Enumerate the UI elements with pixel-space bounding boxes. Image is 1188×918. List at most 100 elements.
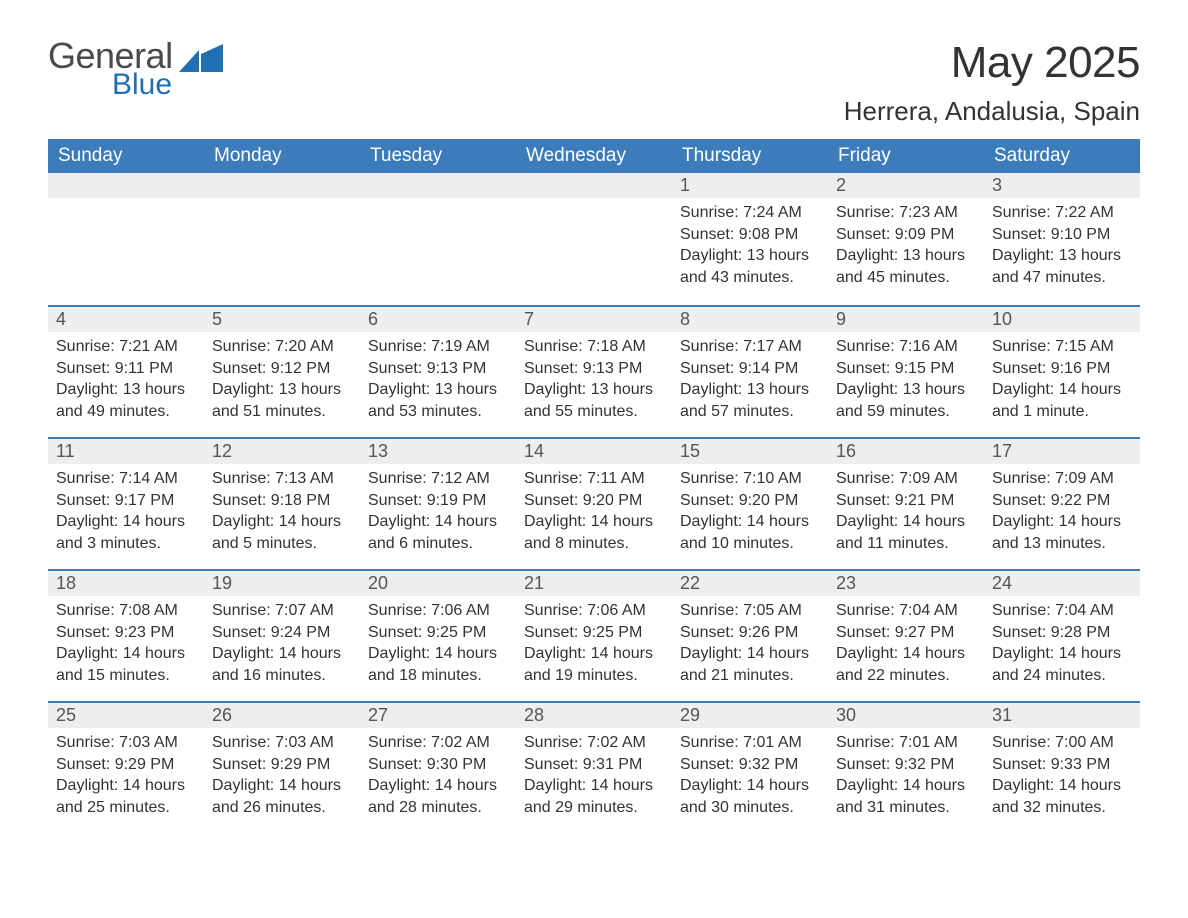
calendar-day-cell: 31Sunrise: 7:00 AMSunset: 9:33 PMDayligh… <box>984 701 1140 833</box>
day-number-bar: 2 <box>828 173 984 198</box>
day-number-bar <box>204 173 360 198</box>
daylight-text: Daylight: 14 hours and 19 minutes. <box>524 643 664 686</box>
day-content: Sunrise: 7:18 AMSunset: 9:13 PMDaylight:… <box>516 332 672 430</box>
daylight-text: Daylight: 13 hours and 47 minutes. <box>992 245 1132 288</box>
sunset-text: Sunset: 9:09 PM <box>836 224 976 246</box>
day-content: Sunrise: 7:22 AMSunset: 9:10 PMDaylight:… <box>984 198 1140 296</box>
sunset-text: Sunset: 9:26 PM <box>680 622 820 644</box>
calendar-week-row: 1Sunrise: 7:24 AMSunset: 9:08 PMDaylight… <box>48 173 1140 305</box>
daylight-text: Daylight: 14 hours and 6 minutes. <box>368 511 508 554</box>
day-content: Sunrise: 7:09 AMSunset: 9:21 PMDaylight:… <box>828 464 984 562</box>
calendar-day-cell: 22Sunrise: 7:05 AMSunset: 9:26 PMDayligh… <box>672 569 828 701</box>
sunset-text: Sunset: 9:22 PM <box>992 490 1132 512</box>
sunset-text: Sunset: 9:24 PM <box>212 622 352 644</box>
calendar-day-cell <box>516 173 672 305</box>
day-number-bar: 3 <box>984 173 1140 198</box>
sunrise-text: Sunrise: 7:07 AM <box>212 600 352 622</box>
sunset-text: Sunset: 9:28 PM <box>992 622 1132 644</box>
daylight-text: Daylight: 14 hours and 21 minutes. <box>680 643 820 686</box>
daylight-text: Daylight: 14 hours and 24 minutes. <box>992 643 1132 686</box>
sunset-text: Sunset: 9:12 PM <box>212 358 352 380</box>
calendar-day-cell: 24Sunrise: 7:04 AMSunset: 9:28 PMDayligh… <box>984 569 1140 701</box>
sunrise-text: Sunrise: 7:23 AM <box>836 202 976 224</box>
sunrise-text: Sunrise: 7:04 AM <box>992 600 1132 622</box>
day-content: Sunrise: 7:04 AMSunset: 9:28 PMDaylight:… <box>984 596 1140 694</box>
day-number-bar: 1 <box>672 173 828 198</box>
sunrise-text: Sunrise: 7:06 AM <box>368 600 508 622</box>
sunrise-text: Sunrise: 7:09 AM <box>992 468 1132 490</box>
day-number-bar: 17 <box>984 437 1140 464</box>
daylight-text: Daylight: 13 hours and 49 minutes. <box>56 379 196 422</box>
day-content: Sunrise: 7:02 AMSunset: 9:30 PMDaylight:… <box>360 728 516 826</box>
sunrise-text: Sunrise: 7:12 AM <box>368 468 508 490</box>
calendar-day-cell <box>204 173 360 305</box>
daylight-text: Daylight: 14 hours and 10 minutes. <box>680 511 820 554</box>
day-number-bar: 25 <box>48 701 204 728</box>
sunset-text: Sunset: 9:11 PM <box>56 358 196 380</box>
sunset-text: Sunset: 9:17 PM <box>56 490 196 512</box>
calendar-day-cell: 25Sunrise: 7:03 AMSunset: 9:29 PMDayligh… <box>48 701 204 833</box>
day-content: Sunrise: 7:09 AMSunset: 9:22 PMDaylight:… <box>984 464 1140 562</box>
day-content: Sunrise: 7:16 AMSunset: 9:15 PMDaylight:… <box>828 332 984 430</box>
calendar-week-row: 25Sunrise: 7:03 AMSunset: 9:29 PMDayligh… <box>48 701 1140 833</box>
day-number-bar: 10 <box>984 305 1140 332</box>
sunrise-text: Sunrise: 7:19 AM <box>368 336 508 358</box>
day-content: Sunrise: 7:08 AMSunset: 9:23 PMDaylight:… <box>48 596 204 694</box>
day-number-bar: 23 <box>828 569 984 596</box>
day-content: Sunrise: 7:04 AMSunset: 9:27 PMDaylight:… <box>828 596 984 694</box>
day-content: Sunrise: 7:01 AMSunset: 9:32 PMDaylight:… <box>672 728 828 826</box>
day-number-bar: 28 <box>516 701 672 728</box>
sunset-text: Sunset: 9:20 PM <box>524 490 664 512</box>
calendar-week-row: 18Sunrise: 7:08 AMSunset: 9:23 PMDayligh… <box>48 569 1140 701</box>
day-content: Sunrise: 7:03 AMSunset: 9:29 PMDaylight:… <box>48 728 204 826</box>
calendar-day-cell: 1Sunrise: 7:24 AMSunset: 9:08 PMDaylight… <box>672 173 828 305</box>
day-content: Sunrise: 7:23 AMSunset: 9:09 PMDaylight:… <box>828 198 984 296</box>
calendar-day-cell: 19Sunrise: 7:07 AMSunset: 9:24 PMDayligh… <box>204 569 360 701</box>
daylight-text: Daylight: 14 hours and 28 minutes. <box>368 775 508 818</box>
daylight-text: Daylight: 14 hours and 31 minutes. <box>836 775 976 818</box>
calendar-day-cell: 16Sunrise: 7:09 AMSunset: 9:21 PMDayligh… <box>828 437 984 569</box>
daylight-text: Daylight: 14 hours and 32 minutes. <box>992 775 1132 818</box>
sunrise-text: Sunrise: 7:16 AM <box>836 336 976 358</box>
daylight-text: Daylight: 13 hours and 43 minutes. <box>680 245 820 288</box>
daylight-text: Daylight: 14 hours and 15 minutes. <box>56 643 196 686</box>
sunrise-text: Sunrise: 7:15 AM <box>992 336 1132 358</box>
sunset-text: Sunset: 9:29 PM <box>56 754 196 776</box>
sunset-text: Sunset: 9:13 PM <box>524 358 664 380</box>
calendar-day-cell: 29Sunrise: 7:01 AMSunset: 9:32 PMDayligh… <box>672 701 828 833</box>
sunset-text: Sunset: 9:15 PM <box>836 358 976 380</box>
calendar-day-cell: 3Sunrise: 7:22 AMSunset: 9:10 PMDaylight… <box>984 173 1140 305</box>
calendar-day-cell: 15Sunrise: 7:10 AMSunset: 9:20 PMDayligh… <box>672 437 828 569</box>
weekday-header: Thursday <box>672 139 828 173</box>
sunrise-text: Sunrise: 7:03 AM <box>56 732 196 754</box>
calendar-day-cell: 13Sunrise: 7:12 AMSunset: 9:19 PMDayligh… <box>360 437 516 569</box>
daylight-text: Daylight: 14 hours and 8 minutes. <box>524 511 664 554</box>
day-number-bar: 20 <box>360 569 516 596</box>
sunrise-text: Sunrise: 7:09 AM <box>836 468 976 490</box>
daylight-text: Daylight: 13 hours and 59 minutes. <box>836 379 976 422</box>
sunrise-text: Sunrise: 7:22 AM <box>992 202 1132 224</box>
daylight-text: Daylight: 13 hours and 45 minutes. <box>836 245 976 288</box>
sunset-text: Sunset: 9:32 PM <box>680 754 820 776</box>
daylight-text: Daylight: 14 hours and 13 minutes. <box>992 511 1132 554</box>
day-number-bar: 11 <box>48 437 204 464</box>
sunrise-text: Sunrise: 7:21 AM <box>56 336 196 358</box>
sunrise-text: Sunrise: 7:11 AM <box>524 468 664 490</box>
weekday-header: Saturday <box>984 139 1140 173</box>
sunrise-text: Sunrise: 7:02 AM <box>524 732 664 754</box>
day-content: Sunrise: 7:17 AMSunset: 9:14 PMDaylight:… <box>672 332 828 430</box>
calendar-day-cell: 23Sunrise: 7:04 AMSunset: 9:27 PMDayligh… <box>828 569 984 701</box>
calendar-day-cell: 10Sunrise: 7:15 AMSunset: 9:16 PMDayligh… <box>984 305 1140 437</box>
sunset-text: Sunset: 9:16 PM <box>992 358 1132 380</box>
day-number-bar <box>360 173 516 198</box>
sunrise-text: Sunrise: 7:03 AM <box>212 732 352 754</box>
calendar-day-cell: 11Sunrise: 7:14 AMSunset: 9:17 PMDayligh… <box>48 437 204 569</box>
sunset-text: Sunset: 9:18 PM <box>212 490 352 512</box>
weekday-header: Sunday <box>48 139 204 173</box>
daylight-text: Daylight: 14 hours and 3 minutes. <box>56 511 196 554</box>
calendar-day-cell: 20Sunrise: 7:06 AMSunset: 9:25 PMDayligh… <box>360 569 516 701</box>
day-content: Sunrise: 7:03 AMSunset: 9:29 PMDaylight:… <box>204 728 360 826</box>
sunset-text: Sunset: 9:23 PM <box>56 622 196 644</box>
calendar-day-cell: 7Sunrise: 7:18 AMSunset: 9:13 PMDaylight… <box>516 305 672 437</box>
sunset-text: Sunset: 9:31 PM <box>524 754 664 776</box>
